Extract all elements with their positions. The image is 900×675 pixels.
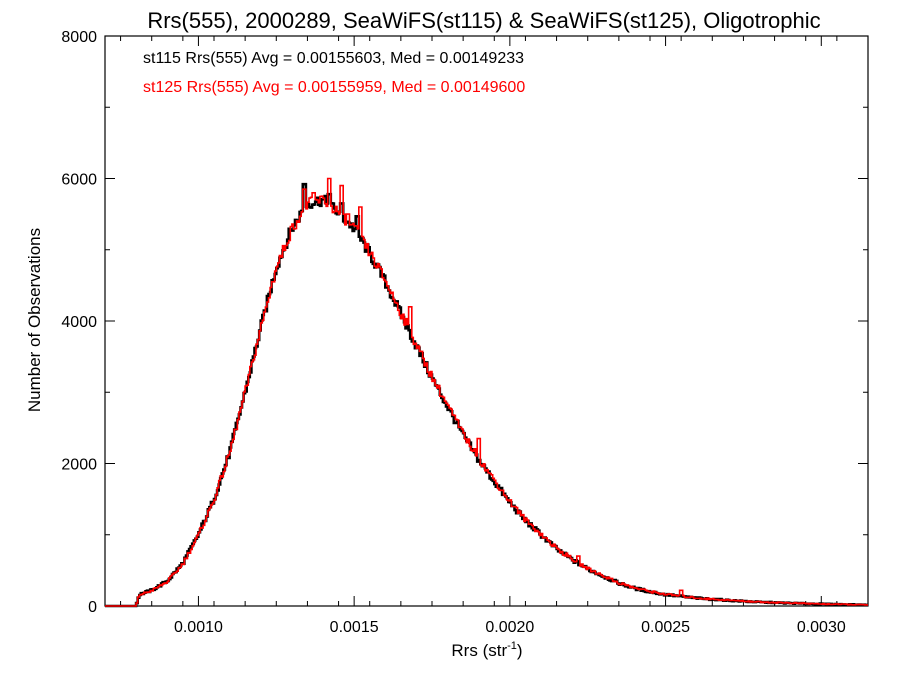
chart-title: Rrs(555), 2000289, SeaWiFS(st115) & SeaW… <box>147 8 820 33</box>
y-axis-label: Number of Observations <box>25 228 44 412</box>
x-axis-label: Rrs (str-1) <box>451 640 522 660</box>
y-tick-label: 4000 <box>61 314 97 331</box>
series-line-st115 <box>105 182 868 608</box>
y-tick-label: 2000 <box>61 457 97 474</box>
x-tick-label: 0.0030 <box>797 619 846 636</box>
y-tick-label: 8000 <box>61 29 97 46</box>
x-tick-label: 0.0010 <box>174 619 223 636</box>
x-tick-label: 0.0025 <box>641 619 690 636</box>
x-tick-label: 0.0015 <box>330 619 379 636</box>
plot-frame <box>104 35 869 607</box>
y-tick-label: 0 <box>88 599 97 616</box>
y-axis: 0 2000 4000 6000 8000 <box>61 29 868 616</box>
x-axis: 0.0010 0.0015 0.0020 0.0025 0.0030 <box>120 36 869 636</box>
series-line-st125 <box>105 177 868 607</box>
plot-border <box>104 35 869 607</box>
legend-entry-st125: st125 Rrs(555) Avg = 0.00155959, Med = 0… <box>143 79 525 96</box>
x-tick-label: 0.0020 <box>485 619 534 636</box>
series-layer <box>105 177 868 608</box>
legend-entry-st115: st115 Rrs(555) Avg = 0.00155603, Med = 0… <box>143 50 524 67</box>
y-tick-label: 6000 <box>61 172 97 189</box>
